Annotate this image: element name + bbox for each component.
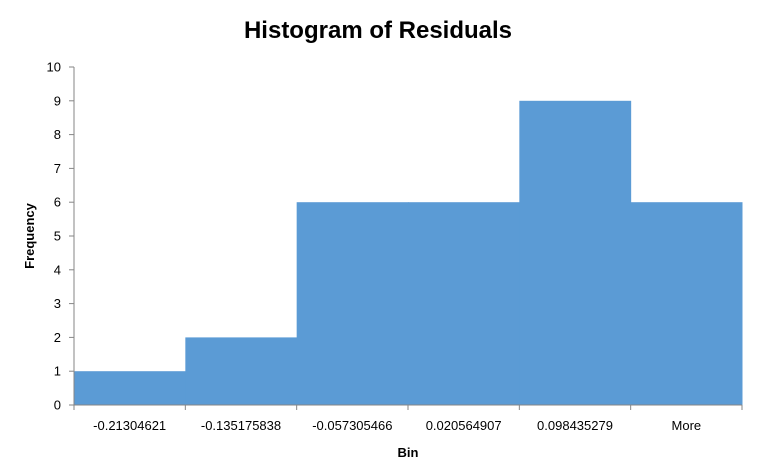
chart-title: Histogram of Residuals (244, 17, 512, 44)
y-tick-label: 3 (54, 296, 61, 311)
histogram-bar (74, 371, 186, 405)
bars-group (74, 100, 743, 406)
x-tick-label: -0.135175838 (201, 418, 281, 433)
y-tick-label: 4 (54, 262, 61, 277)
y-tick-label: 8 (54, 127, 61, 142)
x-tick-label: -0.057305466 (312, 418, 392, 433)
histogram-bar (185, 337, 298, 405)
histogram-bar (519, 100, 632, 406)
histogram-bar (408, 202, 520, 405)
y-tick-label: 6 (54, 195, 61, 210)
y-tick-label: 1 (54, 364, 61, 379)
x-tick-label: More (672, 418, 702, 433)
x-tick-label: -0.21304621 (93, 418, 166, 433)
y-tick-label: 10 (47, 60, 61, 75)
y-axis: 0 1 2 3 4 5 6 7 8 9 10 (47, 60, 75, 413)
y-tick-label: 2 (54, 330, 61, 345)
x-tick-label: 0.098435279 (537, 418, 613, 433)
x-axis: -0.21304621 -0.135175838 -0.057305466 0.020… (73, 404, 743, 433)
x-tick-label: 0.020564907 (426, 418, 502, 433)
histogram-bar (296, 202, 409, 405)
y-tick-label: 9 (54, 93, 61, 108)
y-tick-label: 7 (54, 161, 61, 176)
y-axis-title: Frequency (22, 202, 37, 269)
y-tick-label: 0 (54, 398, 61, 413)
y-tick-label: 5 (54, 229, 61, 244)
histogram-bar (630, 202, 743, 405)
x-axis-title: Bin (398, 445, 419, 460)
